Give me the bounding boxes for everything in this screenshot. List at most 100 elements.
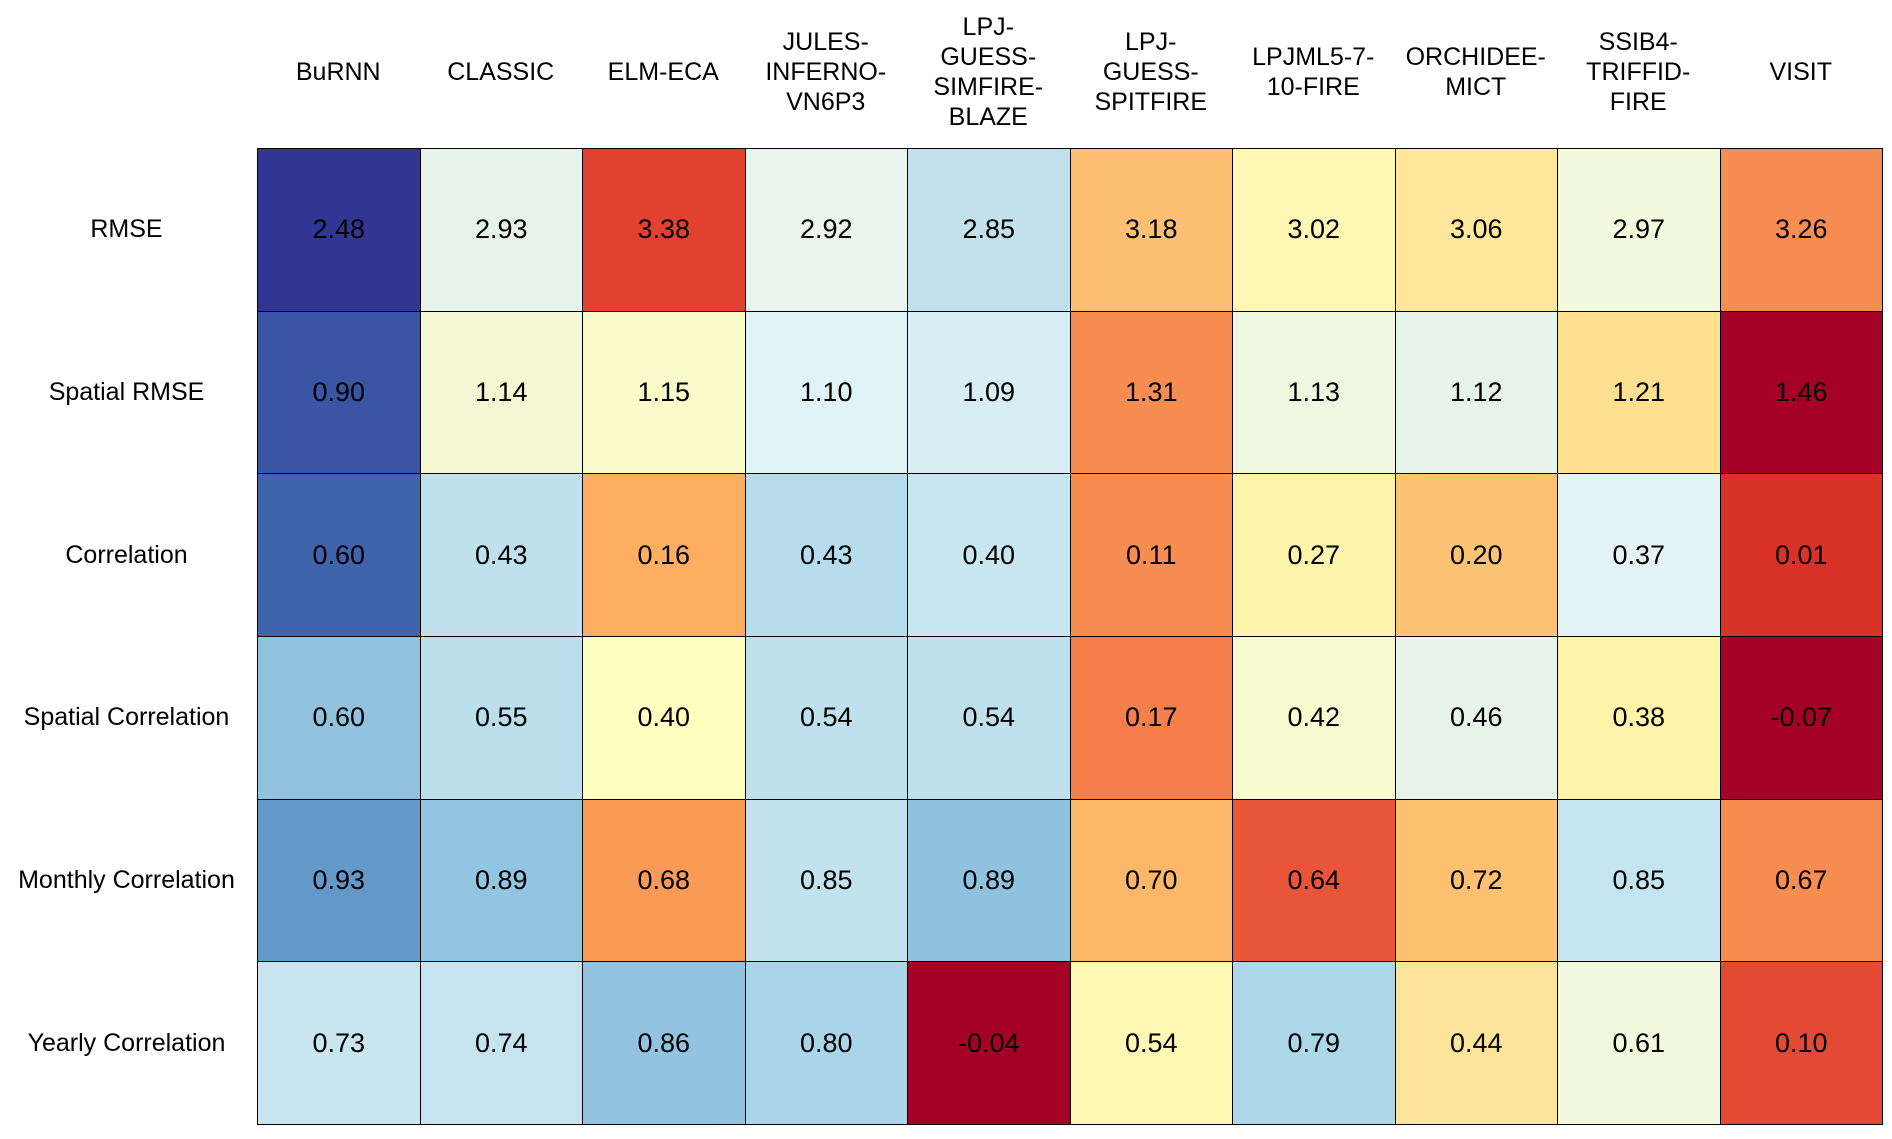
cell-value: 0.79 [1287,1027,1341,1058]
heatmap-cell: 0.61 [1557,961,1721,1125]
heatmap-cell: 3.26 [1719,148,1883,312]
cell-value: 2.93 [474,214,528,245]
heatmap-cell: 0.68 [582,798,746,963]
row-label: RMSE [90,215,163,244]
cell-value: 0.54 [962,702,1016,733]
row-label: Spatial Correlation [23,703,230,732]
heatmap-cell: 0.27 [1232,473,1396,637]
heatmap-cell: 1.14 [419,310,583,475]
heatmap-cell: 0.01 [1719,473,1883,637]
cell-value: 0.73 [312,1027,366,1058]
cell-value: 0.86 [637,1027,691,1058]
heatmap-cell: 2.93 [419,148,583,312]
heatmap-cell: 0.74 [419,961,583,1125]
heatmap-cell: 0.85 [744,798,908,963]
cell-value: 0.67 [1774,864,1828,895]
cell-value: 0.20 [1449,539,1503,570]
cell-value: 2.85 [962,214,1016,245]
heatmap-cell: 1.15 [582,310,746,475]
cell-value: 1.15 [637,376,691,407]
heatmap-cell: 0.73 [257,961,421,1125]
cell-value: 0.93 [312,864,366,895]
cell-value: 0.74 [474,1027,528,1058]
column-label: BuRNN [295,58,381,86]
heatmap-cell: 0.16 [582,473,746,637]
heatmap-cell: 0.70 [1069,798,1233,963]
cell-value: 1.10 [799,376,853,407]
heatmap-cell: 0.54 [907,636,1071,800]
heatmap-cell: 2.92 [744,148,908,312]
heatmap-cell: 1.46 [1719,310,1883,475]
row-label: Correlation [65,540,188,569]
column-label: CLASSIC [447,58,555,86]
row-label: Spatial RMSE [48,377,205,406]
cell-value: 0.10 [1774,1027,1828,1058]
column-label: LPJML5-7- 10-FIRE [1252,43,1375,101]
heatmap-cell: 0.43 [744,473,908,637]
heatmap-cell: 1.10 [744,310,908,475]
cell-value: -0.04 [957,1027,1020,1058]
cell-value: 0.27 [1287,539,1341,570]
cell-value: 0.55 [474,702,528,733]
heatmap-cell: 0.67 [1719,798,1883,963]
heatmap-cell: 0.42 [1232,636,1396,800]
heatmap-cell: 1.12 [1394,310,1558,475]
cell-value: 3.26 [1774,214,1828,245]
cell-value: 1.31 [1124,376,1178,407]
heatmap-cell: 1.31 [1069,310,1233,475]
heatmap-cell: 2.97 [1557,148,1721,312]
cell-value: -0.07 [1770,702,1833,733]
cell-value: 0.80 [799,1027,853,1058]
heatmap-cell: 0.72 [1394,798,1558,963]
heatmap-cell: 3.02 [1232,148,1396,312]
column-label: LPJ- GUESS- SIMFIRE- BLAZE [933,13,1044,131]
heatmap-cell: 3.38 [582,148,746,312]
heatmap-cell: -0.04 [907,961,1071,1125]
heatmap-cell: 0.10 [1719,961,1883,1125]
cell-value: 1.46 [1774,376,1828,407]
heatmap-cell: 0.86 [582,961,746,1125]
heatmap-cell: 0.85 [1557,798,1721,963]
cell-value: 0.37 [1612,539,1666,570]
heatmap-cell: 0.40 [907,473,1071,637]
cell-value: 0.43 [799,539,853,570]
cell-value: 0.44 [1449,1027,1503,1058]
cell-value: 0.17 [1124,702,1178,733]
heatmap-cell: 0.60 [257,636,421,800]
heatmap-cell: 2.48 [257,148,421,312]
column-label: ELM-ECA [607,58,719,86]
column-label: LPJ- GUESS- SPITFIRE [1094,28,1207,116]
cell-value: 2.92 [799,214,853,245]
heatmap-cell: 0.80 [744,961,908,1125]
heatmap-cell: 0.44 [1394,961,1558,1125]
cell-value: 3.02 [1287,214,1341,245]
heatmap-cell: 0.46 [1394,636,1558,800]
heatmap-cell: 2.85 [907,148,1071,312]
cell-value: 0.61 [1612,1027,1666,1058]
cell-value: 0.72 [1449,864,1503,895]
heatmap-cell: 0.90 [257,310,421,475]
heatmap-cell: 0.60 [257,473,421,637]
cell-value: 0.42 [1287,702,1341,733]
heatmap-cell: 0.40 [582,636,746,800]
heatmap-cell: 1.21 [1557,310,1721,475]
heatmap-cell: 0.64 [1232,798,1396,963]
heatmap-cell: 0.17 [1069,636,1233,800]
row-label: Monthly Correlation [18,865,235,894]
heatmap-cell: 3.06 [1394,148,1558,312]
cell-value: 0.11 [1125,539,1177,570]
heatmap-cell: 0.54 [744,636,908,800]
cell-value: 1.13 [1287,376,1341,407]
column-label: ORCHIDEE- MICT [1405,43,1546,101]
cell-value: 1.14 [474,376,528,407]
cell-value: 0.43 [474,539,528,570]
cell-value: 0.46 [1449,702,1503,733]
cell-value: 1.21 [1612,376,1666,407]
cell-value: 0.89 [474,864,528,895]
column-label: JULES- INFERNO- VN6P3 [765,28,887,116]
cell-value: 0.40 [962,539,1016,570]
heatmap-cell: 0.54 [1069,961,1233,1125]
cell-value: 0.01 [1774,539,1828,570]
cell-value: 0.54 [1124,1027,1178,1058]
